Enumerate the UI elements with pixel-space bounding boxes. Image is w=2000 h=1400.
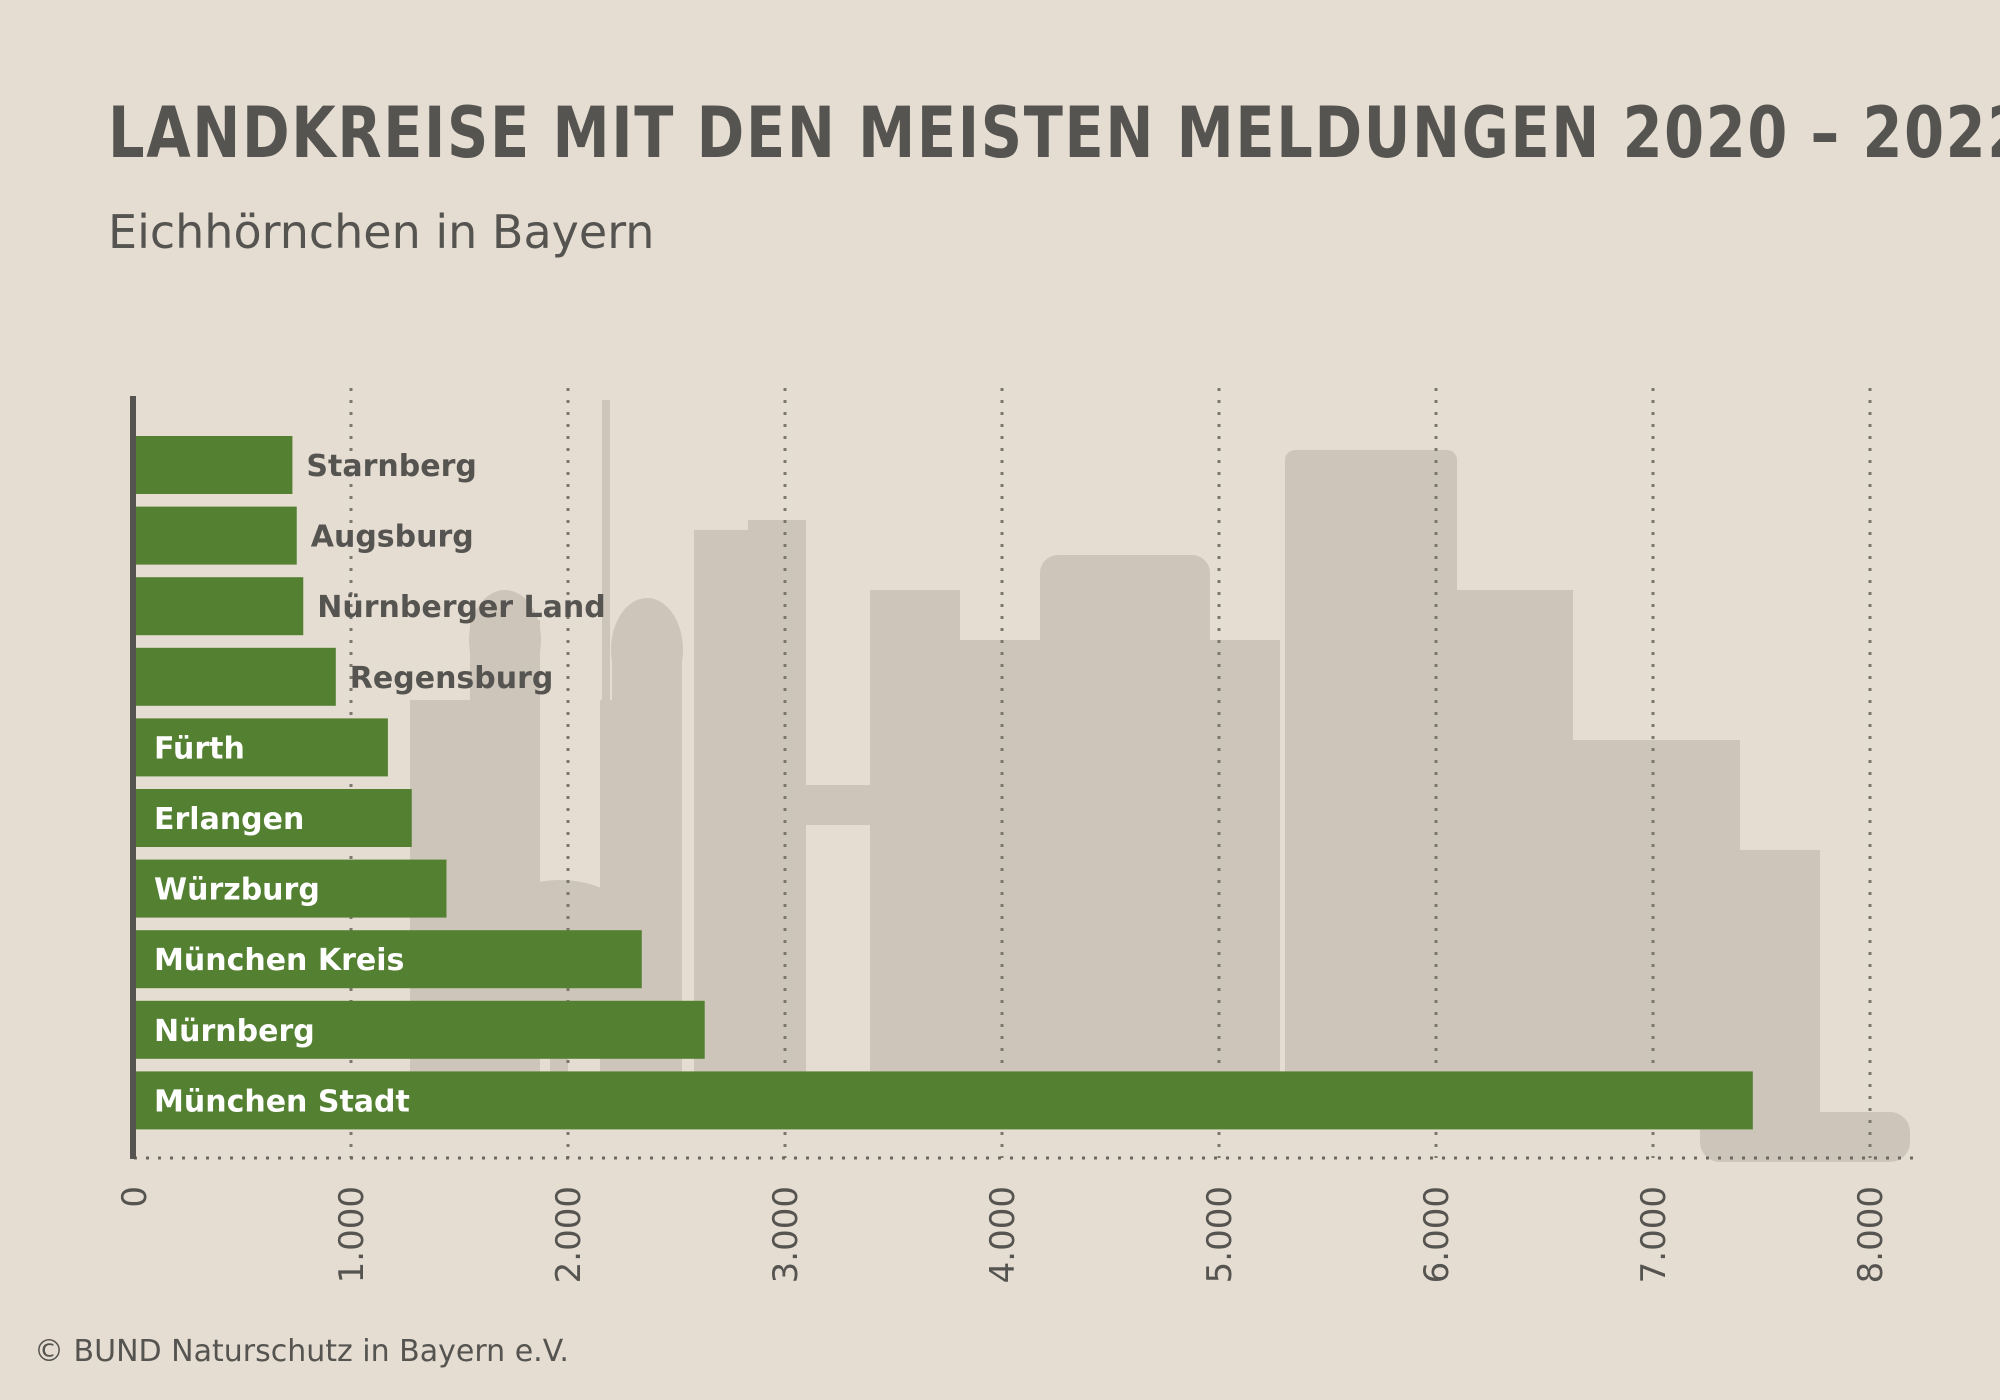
bar-4 <box>134 718 388 777</box>
bar-1 <box>134 506 297 565</box>
bar-label-6: Würzburg <box>154 873 320 908</box>
x-tick-label-0: 0 <box>115 1186 155 1208</box>
page-title: LANDKREISE MIT DEN MEISTEN MELDUNGEN 202… <box>108 92 2000 174</box>
page-subtitle: Eichhörnchen in Bayern <box>108 205 655 259</box>
bar-label-1: Augsburg <box>311 520 474 555</box>
x-tick-label-1: 1.000 <box>332 1186 372 1283</box>
x-tick-label-8: 8.000 <box>1851 1186 1891 1283</box>
x-tick-label-3: 3.000 <box>766 1186 806 1283</box>
axes-group <box>130 396 1914 1160</box>
tick-labels-group: 0 1.000 2.000 3.000 4.000 5.000 6.000 7.000 8.00… <box>115 1186 1891 1283</box>
x-tick-label-2: 2.000 <box>549 1186 589 1283</box>
bar-label-4: Fürth <box>154 731 245 766</box>
bar-label-0: Starnberg <box>306 449 476 484</box>
bar-8 <box>134 1000 705 1059</box>
bar-6 <box>134 859 447 918</box>
bar-9 <box>134 1071 1753 1130</box>
bar-3 <box>134 647 336 706</box>
bar-label-5: Erlangen <box>154 802 304 837</box>
bar-label-8: Nürnberg <box>154 1014 315 1049</box>
bar-label-7: München Kreis <box>154 943 404 978</box>
bar-2 <box>134 577 304 636</box>
bars-group <box>134 436 1753 1130</box>
bar-5 <box>134 789 412 847</box>
x-tick-label-6: 6.000 <box>1417 1186 1457 1283</box>
bar-labels-group: Starnberg Augsburg Nürnberger Land Regensbu… <box>154 449 606 1119</box>
bar-label-3: Regensburg <box>350 661 554 696</box>
bar-0 <box>134 436 293 494</box>
x-tick-label-7: 7.000 <box>1634 1186 1674 1283</box>
bar-label-9: München Stadt <box>154 1084 410 1119</box>
x-tick-label-4: 4.000 <box>983 1186 1023 1283</box>
bar-7 <box>134 930 642 989</box>
bar-label-2: Nürnberger Land <box>317 590 606 625</box>
x-tick-label-5: 5.000 <box>1200 1186 1240 1283</box>
copyright-credit: © BUND Naturschutz in Bayern e.V. <box>34 1334 569 1369</box>
